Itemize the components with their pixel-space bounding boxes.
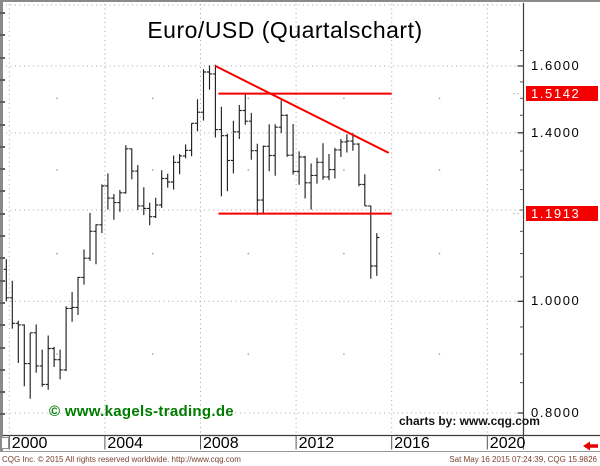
price-label-1.0000: 1.0000 bbox=[531, 293, 581, 309]
year-label-2012: 2012 bbox=[298, 435, 335, 452]
price-label-1.4000: 1.4000 bbox=[531, 124, 581, 140]
year-label-2016: 2016 bbox=[394, 435, 430, 452]
ruler-tick bbox=[0, 279, 5, 282]
ruler-tick bbox=[0, 123, 5, 126]
ruler-tick bbox=[0, 56, 5, 59]
ruler-tick bbox=[0, 168, 5, 171]
ruler-tick bbox=[0, 145, 5, 148]
price-label-1.6000: 1.6000 bbox=[531, 58, 581, 73]
ruler-tick bbox=[0, 346, 5, 349]
year-label-2000: 2000 bbox=[11, 435, 48, 452]
left-ruler bbox=[0, 0, 5, 452]
year-label-2004: 2004 bbox=[107, 435, 143, 452]
ruler-tick bbox=[0, 413, 5, 416]
footer-copyright: CQG Inc. © 2015 All rights reserved worl… bbox=[2, 455, 241, 464]
watermark-kagels-trading: © www.kagels-trading.de bbox=[49, 403, 234, 420]
price-label-0.8000: 0.8000 bbox=[531, 405, 581, 421]
chart-title: Euro/USD (Quartalschart) bbox=[147, 17, 423, 43]
ruler-tick bbox=[0, 324, 5, 327]
ruler-tick bbox=[0, 78, 5, 81]
scrollbar-stub[interactable] bbox=[1, 437, 9, 449]
ruler-tick bbox=[0, 235, 5, 237]
ruler-tick bbox=[0, 301, 5, 304]
price-flag-1.1913: 1.1913 bbox=[526, 206, 598, 222]
ruler-tick bbox=[0, 257, 5, 260]
year-label-2008: 2008 bbox=[203, 435, 239, 452]
window-top-edge bbox=[0, 0, 600, 2]
ruler-tick bbox=[0, 34, 5, 37]
year-label-2020: 2020 bbox=[489, 435, 526, 452]
axis-band-divider bbox=[0, 451, 600, 452]
ruler-tick bbox=[0, 212, 5, 215]
footer-timestamp: Sat May 16 2015 07:24:39, CQG 15.9826 bbox=[449, 455, 597, 464]
ruler-tick bbox=[0, 12, 5, 14]
footer-bar: CQG Inc. © 2015 All rights reserved worl… bbox=[0, 452, 600, 466]
price-flag-1.5142: 1.5142 bbox=[526, 86, 598, 102]
ruler-tick bbox=[0, 368, 5, 371]
ruler-tick bbox=[0, 101, 5, 104]
scroll-left-arrow-icon[interactable] bbox=[583, 441, 598, 451]
ruler-tick bbox=[0, 190, 5, 193]
cqg-credit: charts by: www.cqg.com bbox=[399, 414, 540, 428]
price-chart-canvas[interactable] bbox=[0, 0, 600, 452]
ruler-tick bbox=[0, 391, 5, 394]
